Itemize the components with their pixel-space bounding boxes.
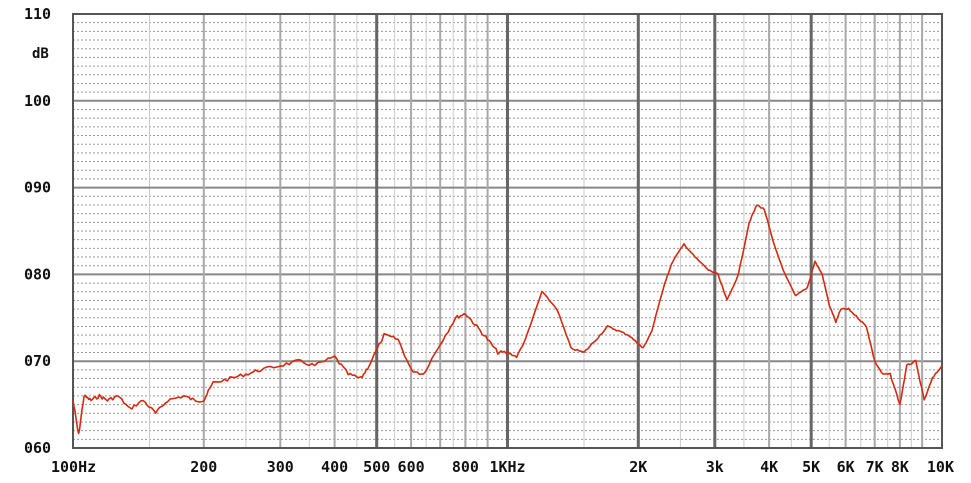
x-tick-label: 500 <box>363 458 390 476</box>
y-tick-label: 060 <box>24 439 51 457</box>
x-tick-label: 200 <box>190 458 217 476</box>
x-tick-label: 400 <box>321 458 348 476</box>
x-tick-label: 4K <box>760 458 778 476</box>
x-tick-label: 1KHz <box>489 458 525 476</box>
y-tick-label: 070 <box>24 352 51 370</box>
y-axis-tick-labels: 110 100 090 080 070 060 <box>24 5 51 457</box>
x-tick-label: 300 <box>267 458 294 476</box>
y-tick-label: 100 <box>24 92 51 110</box>
minor-gridlines <box>73 14 942 448</box>
x-tick-label: 8K <box>891 458 909 476</box>
plot-frame <box>72 13 943 449</box>
x-axis-tick-labels: 100Hz 200 300 400 500 600 800 1KHz 2K 3k 4K 5K 6K 7K 8… <box>51 458 954 476</box>
series-layer <box>72 204 943 435</box>
y-tick-label: 090 <box>24 179 51 197</box>
y-tick-label: 110 <box>24 5 51 23</box>
x-tick-label: 6K <box>837 458 855 476</box>
x-tick-label: 10K <box>927 458 954 476</box>
y-tick-label: 080 <box>24 265 51 283</box>
x-tick-label: 5K <box>802 458 820 476</box>
x-tick-label: 800 <box>452 458 479 476</box>
x-tick-label: 2K <box>629 458 647 476</box>
x-tick-label: 100Hz <box>51 458 96 476</box>
y-axis-unit-label: dB <box>32 46 49 62</box>
x-tick-label: 3k <box>706 458 724 476</box>
x-tick-label: 600 <box>398 458 425 476</box>
x-tick-label: 7K <box>866 458 884 476</box>
series-line <box>72 204 943 435</box>
major-gridlines <box>72 13 942 449</box>
